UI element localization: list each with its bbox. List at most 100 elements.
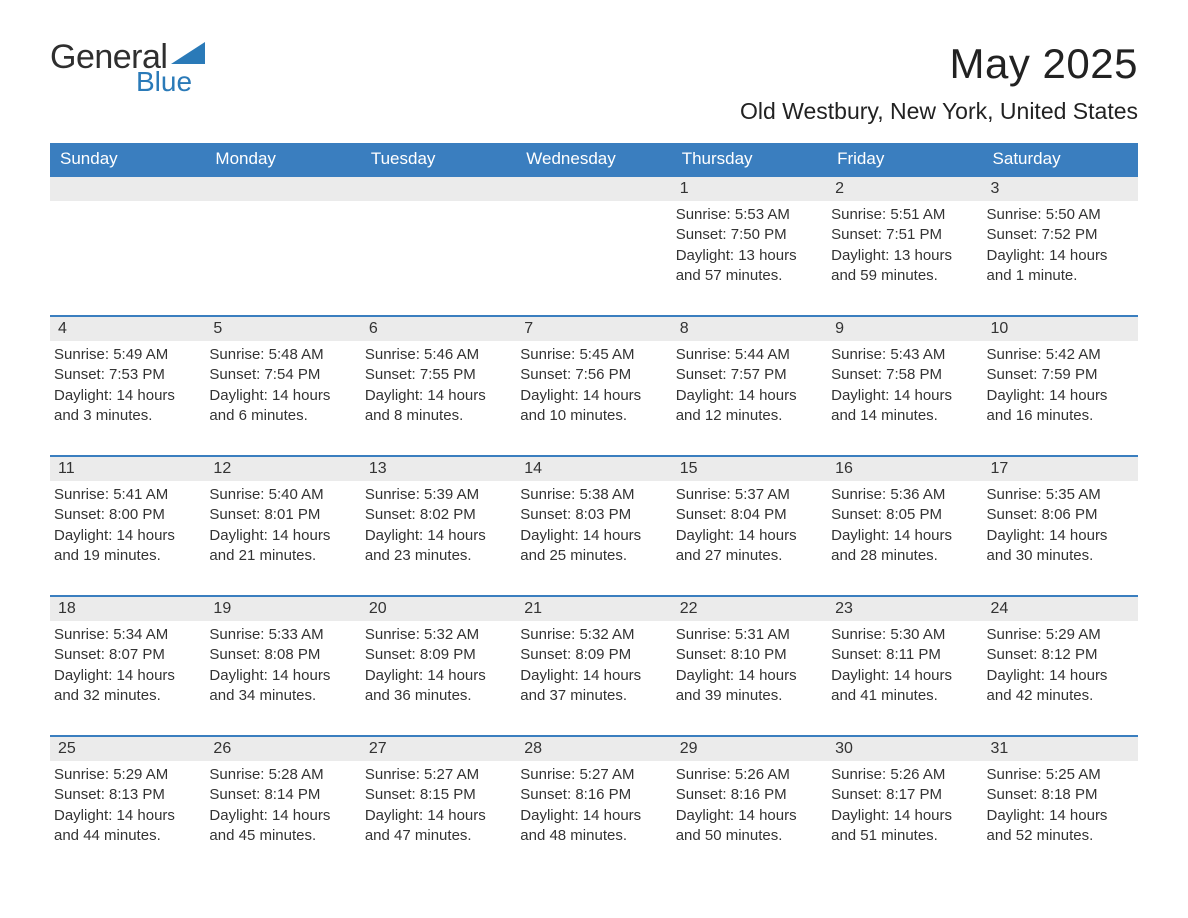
sunrise-value: 5:44 AM <box>735 346 790 363</box>
location-subtitle: Old Westbury, New York, United States <box>740 98 1138 125</box>
day-cell: 26Sunrise: 5:28 AMSunset: 8:14 PMDayligh… <box>205 737 360 857</box>
daylight-label: Daylight: <box>676 807 739 824</box>
sunrise-label: Sunrise: <box>209 766 268 783</box>
sunrise-line: Sunrise: 5:35 AM <box>987 485 1130 505</box>
sunset-label: Sunset: <box>987 646 1042 663</box>
daylight-line: Daylight: 14 hours and 16 minutes. <box>987 386 1130 427</box>
sunset-label: Sunset: <box>209 366 264 383</box>
sunrise-line: Sunrise: 5:27 AM <box>520 765 663 785</box>
day-cell: 21Sunrise: 5:32 AMSunset: 8:09 PMDayligh… <box>516 597 671 717</box>
sunrise-label: Sunrise: <box>987 346 1046 363</box>
day-cell <box>361 177 516 297</box>
day-number: 7 <box>516 317 671 341</box>
day-cell: 20Sunrise: 5:32 AMSunset: 8:09 PMDayligh… <box>361 597 516 717</box>
sunset-line: Sunset: 7:57 PM <box>676 365 819 385</box>
day-cell: 16Sunrise: 5:36 AMSunset: 8:05 PMDayligh… <box>827 457 982 577</box>
day-number: 17 <box>983 457 1138 481</box>
sunrise-line: Sunrise: 5:53 AM <box>676 205 819 225</box>
daylight-label: Daylight: <box>520 667 583 684</box>
sunrise-value: 5:30 AM <box>890 626 945 643</box>
sunset-line: Sunset: 8:06 PM <box>987 505 1130 525</box>
daylight-line: Daylight: 14 hours and 32 minutes. <box>54 666 197 707</box>
day-number: 2 <box>827 177 982 201</box>
sunset-value: 8:02 PM <box>420 506 476 523</box>
sunset-value: 7:52 PM <box>1042 226 1098 243</box>
sunset-value: 7:57 PM <box>731 366 787 383</box>
daylight-line: Daylight: 14 hours and 25 minutes. <box>520 526 663 567</box>
day-body: Sunrise: 5:36 AMSunset: 8:05 PMDaylight:… <box>827 481 982 570</box>
daylight-line: Daylight: 14 hours and 3 minutes. <box>54 386 197 427</box>
day-body: Sunrise: 5:33 AMSunset: 8:08 PMDaylight:… <box>205 621 360 710</box>
daylight-line: Daylight: 14 hours and 23 minutes. <box>365 526 508 567</box>
day-number <box>50 177 205 201</box>
sunrise-line: Sunrise: 5:46 AM <box>365 345 508 365</box>
daylight-label: Daylight: <box>831 667 894 684</box>
day-number: 20 <box>361 597 516 621</box>
daylight-label: Daylight: <box>676 667 739 684</box>
day-number: 24 <box>983 597 1138 621</box>
daylight-line: Daylight: 14 hours and 37 minutes. <box>520 666 663 707</box>
day-cell: 9Sunrise: 5:43 AMSunset: 7:58 PMDaylight… <box>827 317 982 437</box>
sunrise-value: 5:33 AM <box>269 626 324 643</box>
sunrise-label: Sunrise: <box>209 626 268 643</box>
day-body: Sunrise: 5:27 AMSunset: 8:16 PMDaylight:… <box>516 761 671 850</box>
daylight-line: Daylight: 13 hours and 59 minutes. <box>831 246 974 287</box>
sunset-line: Sunset: 8:01 PM <box>209 505 352 525</box>
sunset-label: Sunset: <box>987 506 1042 523</box>
sunset-line: Sunset: 8:13 PM <box>54 785 197 805</box>
sunrise-value: 5:53 AM <box>735 206 790 223</box>
sunset-line: Sunset: 7:56 PM <box>520 365 663 385</box>
day-body: Sunrise: 5:48 AMSunset: 7:54 PMDaylight:… <box>205 341 360 430</box>
daylight-label: Daylight: <box>831 527 894 544</box>
daylight-label: Daylight: <box>676 527 739 544</box>
sunset-line: Sunset: 8:09 PM <box>365 645 508 665</box>
day-of-week-header: SundayMondayTuesdayWednesdayThursdayFrid… <box>50 143 1138 175</box>
daylight-label: Daylight: <box>209 387 272 404</box>
sunrise-label: Sunrise: <box>676 346 735 363</box>
day-cell: 5Sunrise: 5:48 AMSunset: 7:54 PMDaylight… <box>205 317 360 437</box>
day-cell: 31Sunrise: 5:25 AMSunset: 8:18 PMDayligh… <box>983 737 1138 857</box>
sunset-line: Sunset: 7:50 PM <box>676 225 819 245</box>
daylight-label: Daylight: <box>987 387 1050 404</box>
sunset-line: Sunset: 7:55 PM <box>365 365 508 385</box>
daylight-line: Daylight: 14 hours and 45 minutes. <box>209 806 352 847</box>
sunset-value: 7:53 PM <box>109 366 165 383</box>
sunrise-label: Sunrise: <box>54 486 113 503</box>
day-number: 5 <box>205 317 360 341</box>
sunset-label: Sunset: <box>54 506 109 523</box>
sunset-value: 7:54 PM <box>264 366 320 383</box>
day-body: Sunrise: 5:29 AMSunset: 8:13 PMDaylight:… <box>50 761 205 850</box>
sunrise-label: Sunrise: <box>676 626 735 643</box>
sunrise-line: Sunrise: 5:40 AM <box>209 485 352 505</box>
sunrise-line: Sunrise: 5:44 AM <box>676 345 819 365</box>
sunrise-line: Sunrise: 5:39 AM <box>365 485 508 505</box>
daylight-label: Daylight: <box>209 807 272 824</box>
sunrise-value: 5:40 AM <box>269 486 324 503</box>
sunset-label: Sunset: <box>54 786 109 803</box>
sunset-line: Sunset: 7:59 PM <box>987 365 1130 385</box>
sunrise-value: 5:38 AM <box>579 486 634 503</box>
sunrise-line: Sunrise: 5:29 AM <box>54 765 197 785</box>
sunset-line: Sunset: 7:54 PM <box>209 365 352 385</box>
daylight-label: Daylight: <box>365 667 428 684</box>
sunset-value: 7:50 PM <box>731 226 787 243</box>
sunrise-value: 5:31 AM <box>735 626 790 643</box>
daylight-label: Daylight: <box>365 527 428 544</box>
sunset-line: Sunset: 8:17 PM <box>831 785 974 805</box>
sunrise-line: Sunrise: 5:50 AM <box>987 205 1130 225</box>
day-number: 22 <box>672 597 827 621</box>
day-number <box>205 177 360 201</box>
sunset-label: Sunset: <box>365 506 420 523</box>
dow-cell: Monday <box>205 143 360 175</box>
sunset-line: Sunset: 7:51 PM <box>831 225 974 245</box>
daylight-line: Daylight: 14 hours and 14 minutes. <box>831 386 974 427</box>
sunrise-value: 5:50 AM <box>1046 206 1101 223</box>
sunrise-label: Sunrise: <box>54 766 113 783</box>
daylight-label: Daylight: <box>987 527 1050 544</box>
sunset-label: Sunset: <box>676 786 731 803</box>
day-cell: 29Sunrise: 5:26 AMSunset: 8:16 PMDayligh… <box>672 737 827 857</box>
calendar-grid: SundayMondayTuesdayWednesdayThursdayFrid… <box>50 143 1138 857</box>
dow-cell: Sunday <box>50 143 205 175</box>
day-cell: 2Sunrise: 5:51 AMSunset: 7:51 PMDaylight… <box>827 177 982 297</box>
sunrise-value: 5:37 AM <box>735 486 790 503</box>
